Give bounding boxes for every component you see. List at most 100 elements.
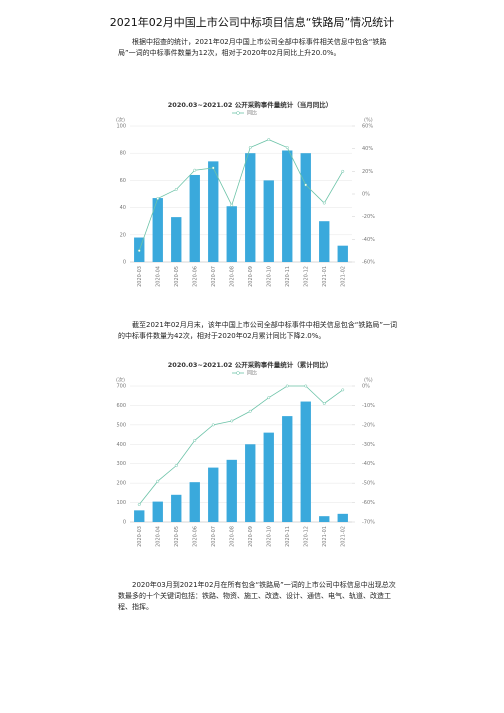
line-point — [341, 169, 345, 173]
x-tick-label: 2020-03 — [137, 266, 143, 287]
y2-tick-label: 20% — [362, 169, 373, 175]
line-point — [193, 438, 197, 442]
line-point — [285, 146, 289, 149]
line-point — [341, 388, 345, 392]
y2-tick-label: -70% — [362, 520, 375, 526]
y-tick-label: 100 — [116, 124, 126, 130]
x-tick-label: 2020-11 — [285, 526, 291, 547]
line-point — [137, 249, 141, 253]
x-tick-label: 2020-04 — [155, 526, 161, 547]
y-axis-label: (次) — [116, 117, 125, 124]
line-point — [156, 197, 160, 200]
line-point — [174, 464, 178, 468]
bar — [263, 180, 274, 262]
line-point — [285, 384, 289, 388]
x-tick-label: 2021-01 — [322, 526, 328, 547]
chart-title: 2020.03~2021.02 公开采购事件量统计（累计同比） — [168, 360, 332, 369]
y-tick-label: 100 — [116, 500, 126, 506]
x-tick-label: 2020-06 — [192, 526, 198, 547]
y-tick-label: 500 — [116, 422, 126, 428]
x-tick-label: 2020-12 — [303, 266, 309, 287]
y-tick-label: 700 — [116, 384, 126, 390]
paragraph: 2020年03月到2021年02月在所有包含“铁路局”一词的上市公司中标信息中出… — [118, 581, 396, 611]
x-tick-label: 2020-07 — [211, 526, 217, 547]
x-tick-label: 2020-11 — [285, 266, 291, 287]
line-point — [137, 503, 141, 506]
y-tick-label: 0 — [123, 520, 126, 526]
x-tick-label: 2020-04 — [155, 266, 161, 287]
bar — [226, 206, 237, 262]
y2-tick-label: -60% — [362, 260, 375, 266]
line-point — [230, 419, 234, 423]
line-point — [322, 201, 326, 205]
y2-tick-label: 0% — [362, 192, 370, 198]
x-tick-label: 2021-01 — [322, 266, 328, 287]
bar — [152, 198, 163, 262]
bar — [171, 494, 182, 522]
line — [138, 385, 343, 505]
y2-tick-label: -50% — [362, 481, 375, 487]
y-tick-label: 300 — [116, 461, 126, 467]
line-point — [230, 203, 234, 207]
y-tick-label: 80 — [120, 151, 126, 157]
x-tick-label: 2020-09 — [248, 266, 254, 287]
bar — [152, 501, 163, 522]
bar — [282, 150, 293, 262]
bar — [300, 153, 311, 262]
y2-tick-label: -40% — [362, 461, 375, 467]
y-axis-label: (次) — [116, 377, 125, 384]
y2-tick-label: -20% — [362, 422, 375, 428]
legend-label: 同比 — [247, 370, 257, 377]
y-tick-label: 20 — [120, 232, 126, 238]
y2-tick-label: -60% — [362, 500, 375, 506]
legend-swatch — [236, 371, 240, 375]
y-tick-label: 200 — [116, 481, 126, 487]
bar — [282, 416, 293, 522]
bar — [245, 444, 256, 522]
legend-swatch — [236, 111, 240, 115]
line-point — [193, 168, 197, 172]
bar — [208, 467, 219, 522]
x-tick-label: 2020-07 — [211, 266, 217, 287]
bar — [300, 401, 311, 522]
y2-tick-label: 60% — [362, 124, 373, 130]
bar — [189, 174, 200, 262]
line-point — [211, 166, 215, 170]
y-tick-label: 600 — [116, 403, 126, 409]
x-tick-label: 2020-08 — [229, 266, 235, 287]
x-tick-label: 2021-02 — [340, 526, 346, 547]
y2-tick-label: -40% — [362, 237, 375, 243]
bar — [226, 459, 237, 522]
line — [138, 139, 344, 251]
bar — [171, 217, 182, 262]
line-point — [156, 479, 160, 483]
bar — [263, 432, 274, 522]
y2-tick-label: -30% — [362, 442, 375, 448]
x-tick-label: 2020-10 — [266, 526, 272, 547]
paragraph: 截至2021年02月月末，该年中国上市公司全部中标事件中相关信息包含“铁路局”一… — [118, 321, 397, 340]
line-point — [174, 188, 178, 191]
bar — [319, 516, 330, 522]
bar — [319, 221, 330, 262]
y2-tick-label: 40% — [362, 146, 373, 152]
x-tick-label: 2020-03 — [137, 526, 143, 547]
y-tick-label: 400 — [116, 442, 126, 448]
y-tick-label: 0 — [123, 260, 126, 266]
y-tick-label: 60 — [120, 178, 126, 184]
y2-tick-label: -10% — [362, 403, 375, 409]
line-point — [304, 384, 308, 388]
x-tick-label: 2020-06 — [192, 266, 198, 287]
line-point — [322, 402, 326, 405]
x-tick-label: 2020-08 — [229, 526, 235, 547]
chart-title: 2020.03~2021.02 公开采购事件量统计（当月同比） — [168, 100, 332, 109]
x-tick-label: 2020-12 — [303, 526, 309, 547]
bar — [337, 513, 348, 522]
line-point — [267, 396, 271, 400]
line-point — [248, 146, 252, 149]
bar — [189, 482, 200, 522]
line-point — [267, 138, 271, 142]
bar — [208, 161, 219, 262]
bar — [245, 153, 256, 262]
line-point — [304, 183, 308, 187]
